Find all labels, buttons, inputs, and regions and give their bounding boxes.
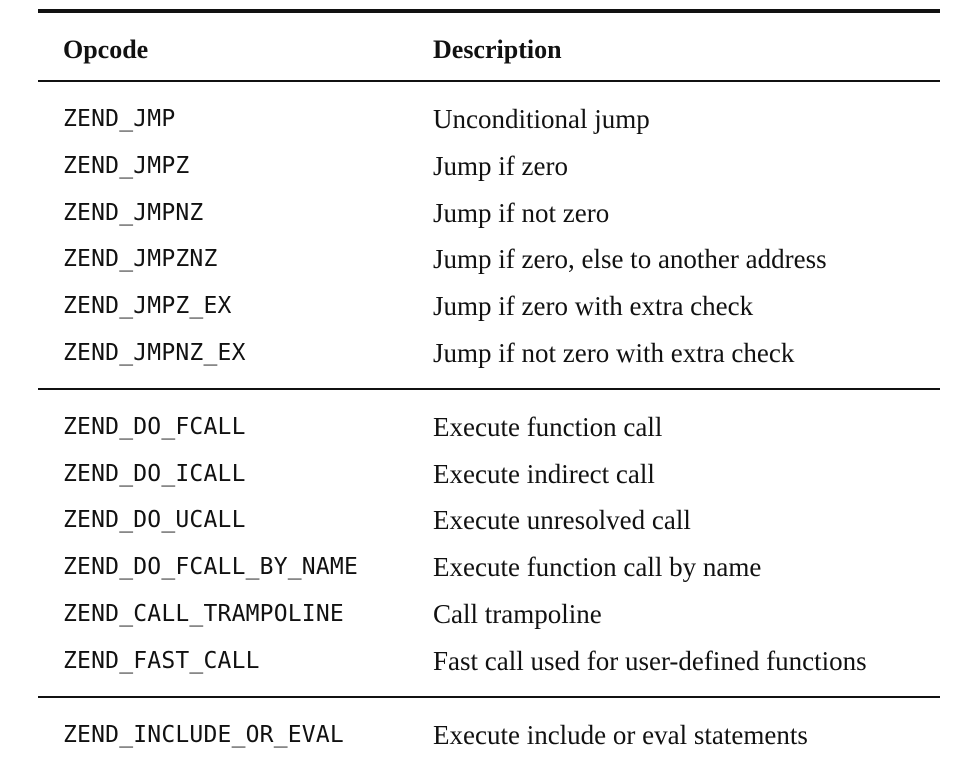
group-rule (38, 387, 940, 390)
description-cell: Jump if zero with extra check (433, 291, 754, 322)
description-cell: Jump if not zero with extra check (433, 337, 795, 368)
opcode-cell: ZEND_DO_FCALL (63, 413, 246, 440)
description-cell: Execute unresolved call (433, 505, 691, 536)
opcode-cell: ZEND_CALL_TRAMPOLINE (63, 600, 344, 627)
opcode-cell: ZEND_JMPNZ_EX (63, 339, 246, 366)
opcode-cell: ZEND_DO_ICALL (63, 460, 246, 487)
opcode-cell: ZEND_INCLUDE_OR_EVAL (63, 721, 344, 748)
opcode-cell: ZEND_JMPZNZ (63, 246, 218, 273)
description-cell: Jump if zero (433, 150, 568, 181)
table-row: ZEND_JMPNZ Jump if not zero (38, 190, 940, 237)
opcode-cell: ZEND_DO_FCALL_BY_NAME (63, 554, 358, 581)
row-group-jumps: ZEND_JMP Unconditional jump ZEND_JMPZ Ju… (38, 82, 940, 388)
opcode-table: Opcode Description ZEND_JMP Unconditiona… (38, 9, 940, 769)
header-opcode: Opcode (63, 35, 149, 64)
description-cell: Execute function call by name (433, 552, 762, 583)
table-row: ZEND_DO_FCALL_BY_NAME Execute function c… (38, 544, 940, 591)
table-row: ZEND_CALL_TRAMPOLINE Call trampoline (38, 591, 940, 638)
header-description: Description (433, 35, 562, 64)
description-cell: Execute include or eval statements (433, 719, 808, 750)
opcode-cell: ZEND_JMP (63, 106, 176, 132)
row-group-include: ZEND_INCLUDE_OR_EVAL Execute include or … (38, 698, 940, 769)
opcode-cell: ZEND_FAST_CALL (63, 647, 260, 674)
table-row: ZEND_JMP Unconditional jump (38, 96, 940, 143)
table-row: ZEND_JMPZNZ Jump if zero, else to anothe… (38, 236, 940, 283)
table-row: ZEND_JMPZ_EX Jump if zero with extra che… (38, 283, 940, 330)
table-row: ZEND_DO_FCALL Execute function call (38, 404, 940, 451)
row-group-calls: ZEND_DO_FCALL Execute function call ZEND… (38, 390, 940, 696)
table-top-rule (38, 9, 940, 13)
description-cell: Call trampoline (433, 598, 602, 629)
table-row: ZEND_DO_ICALL Execute indirect call (38, 451, 940, 498)
table-row: ZEND_JMPZ Jump if zero (38, 143, 940, 190)
group-rule (38, 695, 940, 698)
opcode-cell: ZEND_JMPZ (63, 152, 190, 179)
opcode-cell: ZEND_DO_UCALL (63, 507, 246, 534)
description-cell: Unconditional jump (433, 104, 650, 134)
opcode-cell: ZEND_JMPNZ (63, 199, 204, 226)
description-cell: Execute function call (433, 411, 663, 442)
description-cell: Fast call used for user-defined function… (433, 645, 867, 676)
table-row: ZEND_DO_UCALL Execute unresolved call (38, 497, 940, 544)
table-row: ZEND_JMPNZ_EX Jump if not zero with extr… (38, 330, 940, 377)
description-cell: Execute indirect call (433, 458, 655, 489)
description-cell: Jump if zero, else to another address (433, 244, 827, 275)
description-cell: Jump if not zero (433, 197, 610, 228)
opcode-cell: ZEND_JMPZ_EX (63, 293, 232, 320)
table-row: ZEND_FAST_CALL Fast call used for user-d… (38, 638, 940, 685)
table-row: ZEND_INCLUDE_OR_EVAL Execute include or … (38, 712, 940, 759)
header-rule (38, 80, 940, 82)
table-header: Opcode Description (38, 13, 940, 80)
